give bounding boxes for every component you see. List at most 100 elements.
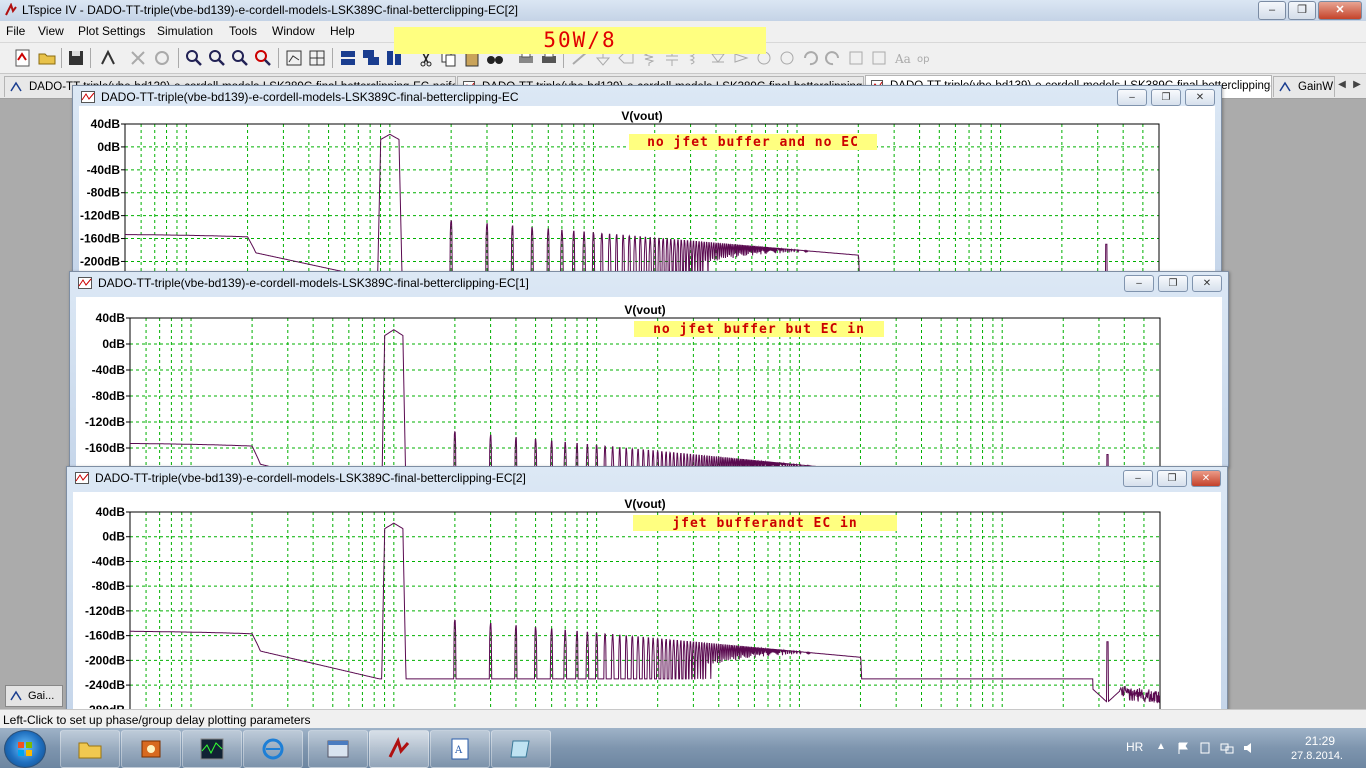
spectrum-plot[interactable]: V(vout) 40dB 0dB -40dB -80dB -120dB -160dB -200… bbox=[73, 492, 1221, 710]
taskbar-notes[interactable] bbox=[491, 730, 551, 768]
trace-label[interactable]: V(vout) bbox=[621, 109, 662, 123]
maximize-button[interactable]: ❐ bbox=[1151, 89, 1181, 106]
tile-vertical-icon[interactable] bbox=[384, 48, 404, 68]
menu-help[interactable]: Help bbox=[330, 24, 355, 38]
clock-time[interactable]: 21:29 bbox=[1304, 734, 1336, 748]
tile-horizontal-icon[interactable] bbox=[338, 48, 358, 68]
y-tick-label: -280dB bbox=[85, 703, 125, 710]
menu-file[interactable]: File bbox=[6, 24, 26, 38]
run-icon[interactable] bbox=[128, 48, 148, 68]
plot-pane[interactable]: V(vout) 40dB 0dB -40dB -80dB -120dB -160dB -200… bbox=[79, 106, 1215, 272]
minimize-button[interactable]: – bbox=[1123, 470, 1153, 487]
taskbar-internet-explorer[interactable] bbox=[243, 730, 303, 768]
y-tick-label: 40dB bbox=[91, 117, 121, 131]
clock-date[interactable]: 27.8.2014. bbox=[1291, 750, 1343, 762]
taskbar-document[interactable]: A bbox=[430, 730, 490, 768]
network-icon[interactable] bbox=[1220, 741, 1234, 755]
spectrum-plot[interactable]: V(vout) 40dB 0dB -40dB -80dB -120dB -160dB -200… bbox=[79, 106, 1215, 272]
trace-vout[interactable] bbox=[125, 133, 1159, 272]
zoom-in-icon[interactable] bbox=[184, 48, 204, 68]
y-tick-label: 0dB bbox=[102, 530, 125, 544]
redo-icon[interactable] bbox=[823, 48, 843, 68]
find-binoculars-icon[interactable] bbox=[485, 48, 505, 68]
minimize-button[interactable]: – bbox=[1124, 275, 1154, 292]
close-button[interactable]: ✕ bbox=[1192, 275, 1222, 292]
new-schematic-icon[interactable] bbox=[13, 48, 33, 68]
cascade-icon[interactable] bbox=[361, 48, 381, 68]
taskbar-app-5[interactable] bbox=[308, 730, 368, 768]
y-tick-label: -240dB bbox=[85, 678, 125, 692]
menu-plot-settings[interactable]: Plot Settings bbox=[78, 24, 146, 38]
plot-grid bbox=[130, 512, 1160, 710]
autorange-icon[interactable] bbox=[284, 48, 304, 68]
taskbar-explorer[interactable] bbox=[60, 730, 120, 768]
halt-hand-icon[interactable] bbox=[152, 48, 172, 68]
trace-label[interactable]: V(vout) bbox=[624, 303, 665, 317]
menu-tools[interactable]: Tools bbox=[229, 24, 258, 38]
text-icon[interactable]: Aa bbox=[892, 48, 912, 68]
annotation-box bbox=[634, 321, 884, 337]
trace-vout[interactable] bbox=[130, 522, 1160, 704]
tab-gainw[interactable]: GainW bbox=[1273, 76, 1335, 97]
minimized-window-gainw[interactable]: Gai... bbox=[5, 685, 63, 707]
show-hidden-icons-icon[interactable]: ▲ bbox=[1156, 741, 1166, 752]
open-folder-icon[interactable] bbox=[37, 48, 57, 68]
tab-scroll-right-icon[interactable]: ▶ bbox=[1353, 79, 1361, 90]
y-tick-label: -160dB bbox=[80, 232, 120, 246]
spectrum-plot[interactable]: V(vout) 40dB 0dB -40dB -80dB -120dB -160dB no j… bbox=[76, 297, 1222, 466]
trace-vout[interactable] bbox=[130, 329, 1160, 466]
inductor-icon[interactable] bbox=[685, 48, 705, 68]
plot-window-1[interactable]: DADO-TT-triple(vbe-bd139)-e-cordell-mode… bbox=[72, 85, 1222, 273]
zoom-fit-icon[interactable] bbox=[253, 48, 273, 68]
plot-window-3[interactable]: DADO-TT-triple(vbe-bd139)-e-cordell-mode… bbox=[66, 466, 1228, 711]
y-tick-label: -120dB bbox=[85, 604, 125, 618]
y-tick-label: -120dB bbox=[85, 415, 125, 429]
control-panel-icon[interactable] bbox=[98, 48, 118, 68]
component-icon[interactable] bbox=[731, 48, 751, 68]
y-tick-label: -80dB bbox=[87, 186, 121, 200]
zoom-out-icon[interactable] bbox=[230, 48, 250, 68]
menu-simulation[interactable]: Simulation bbox=[157, 24, 214, 38]
zoom-pan-icon[interactable] bbox=[207, 48, 227, 68]
menu-window[interactable]: Window bbox=[272, 24, 315, 38]
taskbar-ltspice[interactable] bbox=[369, 730, 429, 768]
start-button[interactable] bbox=[4, 730, 46, 768]
taskbar-oscilloscope[interactable] bbox=[182, 730, 242, 768]
rotate-icon[interactable] bbox=[846, 48, 866, 68]
window-title: LTspice IV - DADO-TT-triple(vbe-bd139)-e… bbox=[22, 3, 518, 17]
device-icon[interactable] bbox=[1198, 741, 1212, 755]
diode-icon[interactable] bbox=[708, 48, 728, 68]
toolbar-separator bbox=[178, 48, 179, 68]
close-button[interactable]: ✕ bbox=[1318, 1, 1362, 20]
grid-icon[interactable] bbox=[307, 48, 327, 68]
minimize-button[interactable]: – bbox=[1258, 1, 1286, 20]
svg-text:A: A bbox=[454, 745, 463, 756]
y-tick-label: -120dB bbox=[80, 209, 120, 223]
annotation-text[interactable]: jfet bufferandt EC in bbox=[672, 516, 857, 531]
banner-label: 50W/8 bbox=[394, 27, 766, 54]
trace-label[interactable]: V(vout) bbox=[624, 497, 665, 511]
volume-icon[interactable] bbox=[1242, 741, 1256, 755]
flag-icon[interactable] bbox=[1176, 741, 1190, 755]
maximize-button[interactable]: ❐ bbox=[1288, 1, 1316, 20]
annotation-text[interactable]: no jfet buffer and no EC bbox=[647, 135, 859, 150]
maximize-button[interactable]: ❐ bbox=[1157, 470, 1187, 487]
minimize-button[interactable]: – bbox=[1117, 89, 1147, 106]
mirror-icon[interactable] bbox=[869, 48, 889, 68]
taskbar-app-2[interactable] bbox=[121, 730, 181, 768]
plot-pane[interactable]: V(vout) 40dB 0dB -40dB -80dB -120dB -160dB no j… bbox=[76, 297, 1222, 466]
undo-icon[interactable] bbox=[800, 48, 820, 68]
plot-pane[interactable]: V(vout) 40dB 0dB -40dB -80dB -120dB -160dB -200… bbox=[73, 492, 1221, 710]
annotation-text[interactable]: no jfet buffer but EC in bbox=[653, 322, 865, 337]
drag-hand-icon[interactable] bbox=[777, 48, 797, 68]
language-indicator[interactable]: HR bbox=[1126, 740, 1144, 754]
menu-view[interactable]: View bbox=[38, 24, 64, 38]
save-icon[interactable] bbox=[66, 48, 86, 68]
close-button[interactable]: ✕ bbox=[1185, 89, 1215, 106]
maximize-button[interactable]: ❐ bbox=[1158, 275, 1188, 292]
wire-icon[interactable] bbox=[570, 48, 590, 68]
tab-scroll-left-icon[interactable]: ◀ bbox=[1338, 79, 1346, 90]
close-button[interactable]: ✕ bbox=[1191, 470, 1221, 487]
spice-directive-icon[interactable]: op bbox=[915, 48, 935, 68]
plot-window-2[interactable]: DADO-TT-triple(vbe-bd139)-e-cordell-mode… bbox=[69, 271, 1229, 467]
